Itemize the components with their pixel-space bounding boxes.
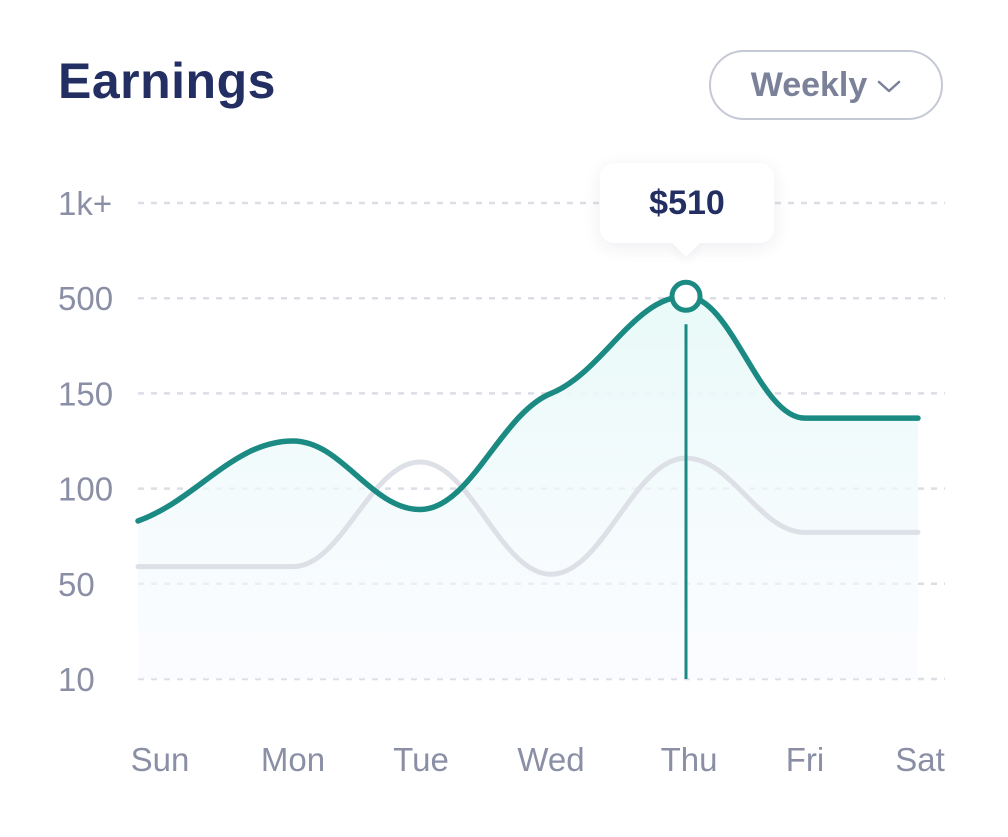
series-1-line	[135, 455, 921, 577]
x-tick-label: Wed	[517, 741, 584, 778]
x-tick-label: Tue	[393, 741, 449, 778]
series-0-line	[135, 293, 921, 524]
x-tick-label: Sat	[895, 741, 945, 778]
y-tick-label: 150	[58, 375, 113, 412]
period-dropdown[interactable]: Weekly	[709, 50, 943, 120]
y-tick-label: 500	[58, 280, 113, 317]
y-tick-label: 50	[58, 566, 95, 603]
y-tick-label: 1k+	[58, 185, 112, 222]
y-tick-label: 100	[58, 471, 113, 508]
value-tooltip: $510	[600, 163, 774, 243]
page-title: Earnings	[58, 53, 276, 109]
x-tick-label: Mon	[261, 741, 325, 778]
highlight-point[interactable]	[669, 279, 703, 313]
series-0-area	[138, 296, 918, 679]
chevron-down-icon	[878, 80, 901, 93]
x-tick-label: Sun	[131, 741, 190, 778]
y-tick-label: 10	[58, 661, 95, 698]
x-tick-label: Fri	[786, 741, 824, 778]
period-dropdown-value: Weekly	[750, 65, 868, 104]
x-tick-label: Thu	[661, 741, 718, 778]
tooltip-value: $510	[649, 183, 725, 222]
